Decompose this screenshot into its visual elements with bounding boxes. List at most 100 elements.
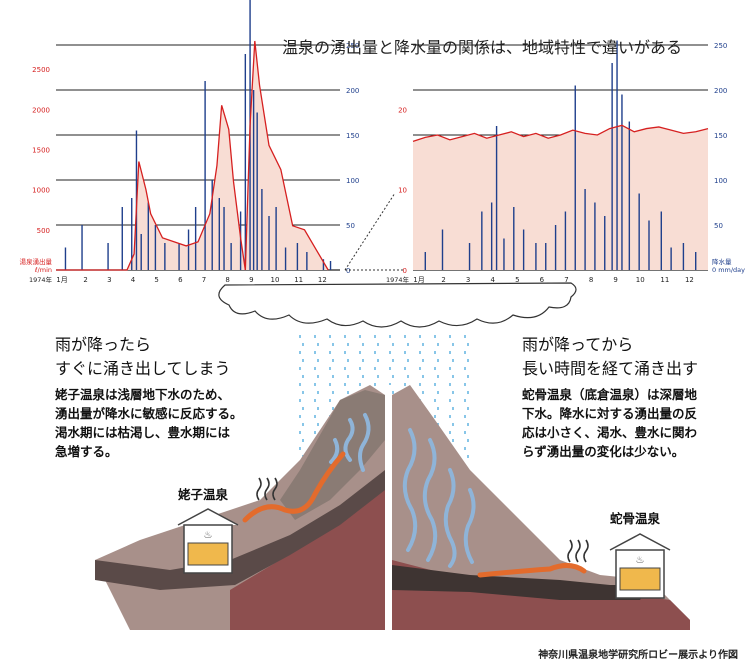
y-right-tick: 50: [714, 222, 723, 230]
aquifer-streams: [329, 413, 476, 568]
rain-bar: [503, 238, 505, 270]
left-heading-line-1: 雨が降ったら: [55, 335, 152, 354]
right-heading-line-2: 長い時間を経て涌き出す: [522, 359, 699, 378]
y-left-axis-label: ℓ/min: [35, 266, 52, 274]
y-right-tick: 0: [346, 267, 350, 275]
rain-bar: [594, 202, 596, 270]
rain-bar: [682, 243, 685, 270]
bathhouse-icon: ♨: [609, 533, 671, 599]
rain-bar: [468, 243, 471, 270]
y-left-axis-label: 湯泉湧出量: [20, 257, 53, 266]
left-body-line-4: 急増する。: [55, 444, 118, 459]
x-month-tick: 8: [589, 276, 593, 284]
rain-bar: [695, 252, 697, 270]
rain-bar: [64, 247, 67, 270]
rain-bar: [107, 243, 109, 270]
x-year-label: 1974年: [29, 275, 53, 284]
y-left-tick: 0: [403, 267, 407, 275]
y-right-axis-label: 0 mm/day: [712, 266, 745, 274]
left-body-line-1: 姥子温泉は浅層地下水のため、: [55, 387, 231, 402]
rain-bar: [329, 261, 332, 270]
y-right-tick: 150: [714, 132, 727, 140]
x-year-label: 1974年: [386, 275, 410, 284]
rain-bar: [616, 40, 618, 270]
rain-bar: [230, 243, 232, 270]
left-panel: 雨が降ったら すぐに涌き出してしまう 姥子温泉は浅層地下水のため、 湧出量が降水…: [55, 333, 243, 461]
rain-bar: [306, 252, 308, 270]
left-spa-label: 姥子温泉: [178, 487, 229, 502]
rain-bar: [187, 229, 190, 270]
y-left-tick: 10: [398, 187, 407, 195]
x-month-tick: 10: [271, 276, 280, 284]
x-month-tick: 9: [249, 276, 253, 284]
right-spa-label: 蛇骨温泉: [610, 511, 661, 526]
x-month-tick: 4: [491, 276, 496, 284]
onsen-steam-icon: [256, 477, 278, 501]
svg-text:♨: ♨: [636, 555, 645, 566]
rain-bar: [638, 193, 640, 270]
rain-bar: [140, 234, 142, 270]
left-body-line-2: 湧出量が降水に敏感に反応する。: [55, 406, 243, 421]
y-right-tick: 50: [346, 222, 355, 230]
y-left-tick: 20: [398, 106, 407, 114]
rain-bar: [275, 207, 277, 270]
rain-bar: [261, 189, 263, 270]
rain-bar: [121, 207, 123, 270]
x-month-tick: 5: [154, 276, 158, 284]
cloud-icon: [218, 282, 577, 328]
svg-text:♨: ♨: [204, 530, 213, 541]
divider: [385, 385, 392, 635]
x-month-tick: 3: [466, 276, 470, 284]
y-right-axis-label: 降水量: [712, 257, 732, 266]
rain-bar: [252, 90, 255, 270]
y-left-tick: 1500: [32, 146, 50, 154]
rain-bar: [81, 225, 83, 270]
rain-bar: [564, 211, 567, 270]
rain-bar: [154, 225, 157, 270]
rain-bar: [211, 180, 213, 270]
y-left-tick: 2500: [32, 66, 50, 74]
rain-bar: [574, 85, 576, 270]
right-body-line-3: 応は小さく、渇水、豊水に関わ: [522, 425, 698, 440]
rain-bar: [554, 225, 557, 270]
rain-bar: [441, 229, 444, 270]
rain-bar: [178, 243, 180, 270]
y-left-tick: 1000: [32, 187, 50, 195]
rain-bar: [204, 81, 206, 270]
right-hotwater-flow: [477, 563, 587, 578]
x-month-tick: 7: [202, 276, 206, 284]
rain-bar: [164, 243, 166, 270]
left-body-line-3: 渇水期には枯渇し、豊水期には: [55, 425, 231, 440]
x-month-tick: 2: [441, 276, 445, 284]
y-right-tick: 200: [346, 87, 359, 95]
rain-bar: [513, 207, 515, 270]
x-month-tick: 6: [540, 276, 545, 284]
rain-bar: [284, 247, 287, 270]
left-hotwater-flow: [242, 451, 346, 523]
y-right-tick: 250: [346, 42, 359, 50]
rain-bar: [545, 243, 547, 270]
rain-bar: [223, 207, 225, 270]
x-month-tick: 2: [83, 276, 87, 284]
x-month-tick: 9: [613, 276, 617, 284]
x-month-tick: 1月: [413, 276, 424, 284]
y-left-tick: 2000: [32, 106, 50, 114]
x-month-tick: 3: [107, 276, 111, 284]
right-flow-area: [413, 125, 708, 270]
rain-bar: [648, 220, 650, 270]
mountain-icon: [95, 385, 690, 630]
x-month-tick: 4: [131, 276, 136, 284]
right-body-line-4: らず湧出量の変化は少ない。: [522, 444, 685, 459]
x-month-tick: 10: [636, 276, 645, 284]
rain-bar: [424, 252, 426, 270]
rain-bar: [660, 211, 662, 270]
right-panel: 雨が降ってから 長い時間を経て涌き出す 蛇骨温泉（底倉温泉）は深層地 下水。降水…: [522, 333, 698, 461]
rain-bar: [194, 207, 197, 270]
rain-bar: [604, 216, 606, 270]
left-flow-line: [56, 40, 329, 271]
rain-bar: [535, 243, 537, 270]
y-right-tick: 250: [714, 42, 727, 50]
